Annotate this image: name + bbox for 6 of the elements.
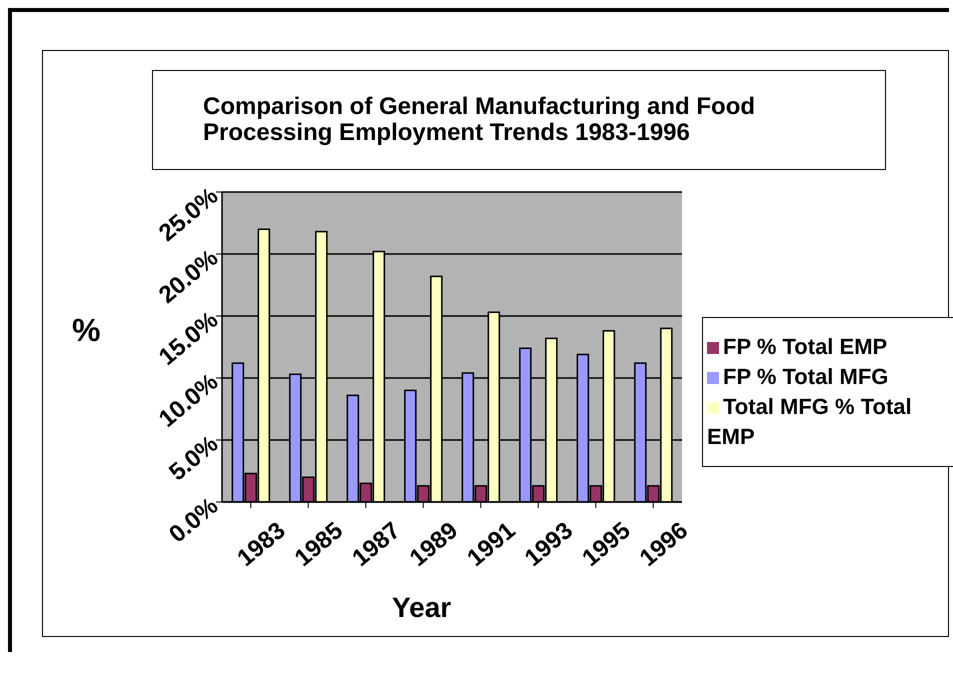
- x-axis-title: Year: [392, 592, 452, 624]
- legend-label: FP % Total MFG: [723, 364, 888, 389]
- legend-label: Total MFG % Total EMP: [707, 394, 912, 449]
- legend-label: FP % Total EMP: [723, 334, 888, 359]
- y-axis-title: %: [72, 312, 100, 349]
- chart-title: Comparison of General Manufacturing and Food Processing Employment Trends 1983-1996: [203, 93, 756, 146]
